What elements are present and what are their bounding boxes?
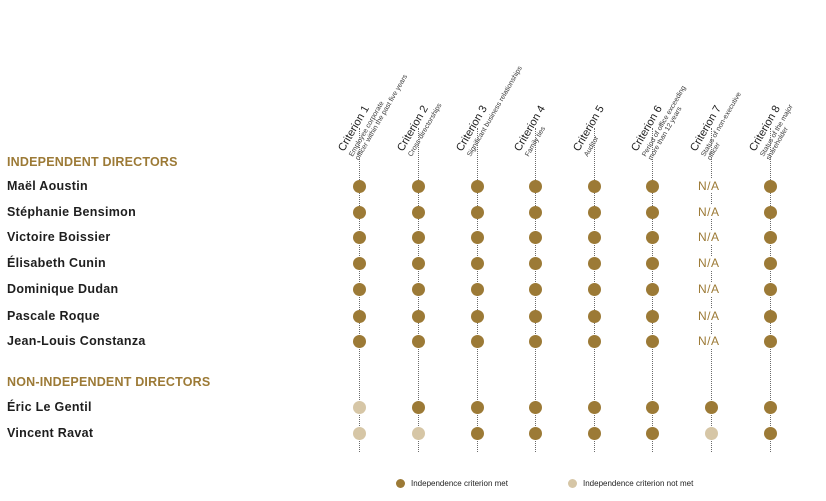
criterion-met-dot — [705, 401, 718, 414]
director-name: Pascale Roque — [7, 309, 100, 323]
criterion-6-header: Criterion 6 Period of office exceeding mor… — [629, 78, 694, 162]
criterion-met-dot — [646, 180, 659, 193]
criterion-met-dot — [764, 310, 777, 323]
criterion-2-header: Criterion 2 Cross-directorships — [395, 96, 444, 158]
director-name: Vincent Ravat — [7, 426, 94, 440]
criterion-met-dot — [353, 283, 366, 296]
legend-met-label: Independence criterion met — [411, 479, 508, 488]
criterion-met-dot — [646, 335, 659, 348]
criterion-met-dot — [529, 231, 542, 244]
criterion-met-dot — [764, 427, 777, 440]
criterion-met-dot — [412, 257, 425, 270]
criterion-met-dot — [353, 180, 366, 193]
criterion-met-dot — [412, 206, 425, 219]
criterion-met-dot — [588, 283, 601, 296]
criterion-met-dot — [764, 257, 777, 270]
criterion-not-met-dot — [353, 427, 366, 440]
criterion-met-dot — [412, 401, 425, 414]
independent-directors-heading: INDEPENDENT DIRECTORS — [7, 155, 178, 169]
non-independent-directors-heading: NON-INDEPENDENT DIRECTORS — [7, 375, 211, 389]
criterion-met-dot — [471, 335, 484, 348]
criterion-met-dot — [646, 427, 659, 440]
criterion-met-dot — [588, 401, 601, 414]
legend-not-met-label: Independence criterion not met — [583, 479, 694, 488]
criterion-met-dot — [471, 206, 484, 219]
criterion-met-dot — [353, 206, 366, 219]
criterion-met-dot — [412, 180, 425, 193]
criterion-title: Criterion 3 — [454, 103, 490, 154]
criterion-met-dot — [646, 257, 659, 270]
not-applicable-mark: N/A — [697, 179, 721, 193]
director-name: Maël Aoustin — [7, 179, 88, 193]
criterion-met-dot — [764, 401, 777, 414]
criterion-met-dot — [646, 283, 659, 296]
criterion-met-dot — [588, 335, 601, 348]
criterion-met-dot — [471, 231, 484, 244]
criterion-met-dot — [646, 401, 659, 414]
criterion-7-header: Criterion 7 Status of non-executive office… — [688, 85, 750, 162]
not-applicable-mark: N/A — [697, 282, 721, 296]
criterion-met-dot — [529, 180, 542, 193]
criterion-met-dot — [764, 335, 777, 348]
not-applicable-mark: N/A — [697, 205, 721, 219]
criterion-met-dot — [588, 257, 601, 270]
criterion-met-dot — [646, 231, 659, 244]
criterion-met-dot — [646, 206, 659, 219]
criterion-met-dot — [588, 427, 601, 440]
criterion-met-dot — [471, 401, 484, 414]
director-name: Victoire Boissier — [7, 230, 111, 244]
criterion-met-dot — [764, 283, 777, 296]
legend-not-met: Independence criterion not met — [568, 479, 693, 488]
not-applicable-mark: N/A — [697, 256, 721, 270]
criterion-not-met-dot — [412, 427, 425, 440]
criterion-met-dot — [412, 283, 425, 296]
criterion-met-dot — [353, 335, 366, 348]
criterion-met-dot — [353, 231, 366, 244]
criterion-met-dot — [471, 257, 484, 270]
criterion-met-dot — [529, 257, 542, 270]
criterion-met-dot — [588, 180, 601, 193]
director-name: Stéphanie Bensimon — [7, 205, 137, 219]
criterion-met-dot — [471, 283, 484, 296]
legend-met: Independence criterion met — [396, 479, 508, 488]
criterion-met-dot — [588, 310, 601, 323]
criterion-met-dot — [529, 335, 542, 348]
legend-not-met-dot — [568, 479, 577, 488]
criterion-met-dot — [353, 257, 366, 270]
criterion-met-dot — [412, 310, 425, 323]
criterion-met-dot — [764, 180, 777, 193]
not-applicable-mark: N/A — [697, 309, 721, 323]
criterion-met-dot — [412, 231, 425, 244]
criterion-met-dot — [529, 401, 542, 414]
criterion-not-met-dot — [353, 401, 366, 414]
criterion-met-dot — [764, 231, 777, 244]
criterion-met-dot — [646, 310, 659, 323]
not-applicable-mark: N/A — [697, 230, 721, 244]
criterion-met-dot — [353, 310, 366, 323]
director-name: Dominique Dudan — [7, 282, 119, 296]
criterion-met-dot — [764, 206, 777, 219]
criterion-met-dot — [588, 206, 601, 219]
criterion-8-header: Criterion 8 Status of the major shareholde… — [747, 97, 801, 162]
criterion-met-dot — [471, 180, 484, 193]
director-name: Éric Le Gentil — [7, 400, 92, 414]
criterion-met-dot — [529, 310, 542, 323]
criterion-met-dot — [529, 427, 542, 440]
legend-met-dot — [396, 479, 405, 488]
criterion-met-dot — [471, 427, 484, 440]
criterion-met-dot — [471, 310, 484, 323]
director-name: Élisabeth Cunin — [7, 256, 106, 270]
criterion-met-dot — [412, 335, 425, 348]
criterion-not-met-dot — [705, 427, 718, 440]
director-name: Jean-Louis Constanza — [7, 334, 146, 348]
criterion-met-dot — [588, 231, 601, 244]
criterion-met-dot — [529, 283, 542, 296]
not-applicable-mark: N/A — [697, 334, 721, 348]
criterion-met-dot — [529, 206, 542, 219]
